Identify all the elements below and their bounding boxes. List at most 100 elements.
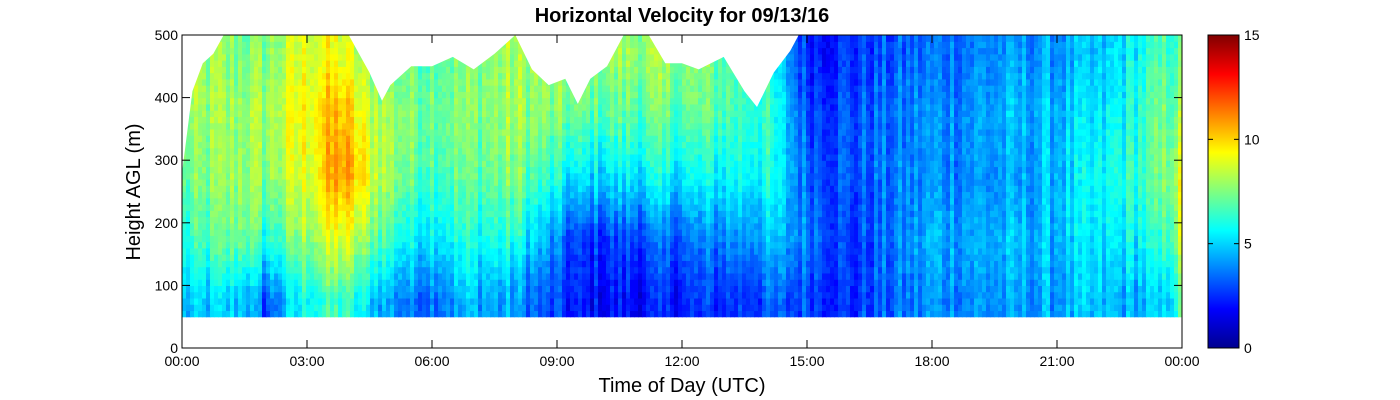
heatmap-cell: [590, 172, 595, 180]
heatmap-cell: [506, 178, 511, 186]
heatmap-cell: [614, 266, 619, 274]
heatmap-cell: [446, 60, 451, 67]
heatmap-cell: [186, 191, 191, 199]
heatmap-cell: [214, 66, 219, 74]
heatmap-cell: [234, 85, 239, 92]
heatmap-cell: [334, 166, 339, 174]
heatmap-cell: [310, 191, 315, 199]
heatmap-cell: [618, 247, 623, 255]
heatmap-cell: [282, 241, 287, 249]
heatmap-cell: [294, 85, 299, 92]
heatmap-cell: [526, 97, 531, 105]
heatmap-cell: [370, 97, 375, 105]
heatmap-cell: [278, 72, 283, 80]
heatmap-cell: [594, 247, 599, 255]
heatmap-cell: [410, 191, 415, 199]
heatmap-cell: [562, 222, 567, 230]
heatmap-cell: [594, 160, 599, 168]
heatmap-cell: [430, 191, 435, 199]
heatmap-cell: [214, 304, 219, 312]
heatmap-cell: [306, 304, 311, 312]
heatmap-cell: [394, 254, 399, 261]
heatmap-cell: [286, 97, 291, 105]
heatmap-cell: [406, 85, 411, 92]
heatmap-cell: [370, 266, 375, 274]
heatmap-cell: [438, 197, 443, 205]
heatmap-cell: [290, 110, 295, 117]
heatmap-cell: [486, 128, 491, 136]
heatmap-cell: [302, 241, 307, 249]
heatmap-cell: [606, 304, 611, 312]
heatmap-cell: [606, 204, 611, 211]
heatmap-cell: [606, 110, 611, 117]
heatmap-cell: [402, 210, 407, 218]
heatmap-cell: [422, 103, 427, 111]
heatmap-cell: [586, 103, 591, 111]
heatmap-cell: [610, 53, 615, 61]
heatmap-cell: [502, 91, 507, 99]
heatmap-cell: [526, 141, 531, 149]
heatmap-cell: [554, 297, 559, 305]
heatmap-cell: [410, 260, 415, 268]
heatmap-cell: [398, 172, 403, 180]
heatmap-cell: [218, 135, 223, 143]
heatmap-cell: [502, 254, 507, 261]
heatmap-cell: [346, 91, 351, 99]
heatmap-cell: [382, 241, 387, 249]
heatmap-cell: [498, 310, 503, 318]
heatmap-cell: [474, 254, 479, 261]
heatmap-cell: [554, 285, 559, 293]
heatmap-cell: [282, 103, 287, 111]
heatmap-cell: [214, 153, 219, 161]
heatmap-cell: [534, 297, 539, 305]
heatmap-cell: [438, 128, 443, 136]
heatmap-cell: [198, 166, 203, 174]
heatmap-cell: [470, 147, 475, 155]
heatmap-cell: [542, 78, 547, 86]
heatmap-cell: [610, 254, 615, 261]
heatmap-cell: [566, 297, 571, 305]
heatmap-cell: [598, 235, 603, 243]
heatmap-cell: [534, 122, 539, 130]
heatmap-cell: [582, 103, 587, 111]
heatmap-cell: [282, 172, 287, 180]
heatmap-cell: [190, 160, 195, 168]
heatmap-cell: [506, 72, 511, 80]
heatmap-cell: [402, 97, 407, 105]
heatmap-cell: [354, 279, 359, 286]
heatmap-cell: [198, 78, 203, 86]
heatmap-cell: [322, 310, 327, 318]
heatmap-cell: [458, 197, 463, 205]
heatmap-cell: [478, 128, 483, 136]
heatmap-cell: [406, 235, 411, 243]
heatmap-cell: [410, 254, 415, 261]
heatmap-cell: [390, 85, 395, 92]
heatmap-cell: [286, 310, 291, 318]
heatmap-cell: [318, 310, 323, 318]
heatmap-cell: [286, 60, 291, 67]
heatmap-cell: [394, 116, 399, 124]
heatmap-cell: [258, 166, 263, 174]
heatmap-cell: [254, 172, 259, 180]
heatmap-cell: [242, 97, 247, 105]
heatmap-cell: [246, 241, 251, 249]
heatmap-cell: [546, 91, 551, 99]
heatmap-cell: [582, 135, 587, 143]
heatmap-cell: [314, 216, 319, 224]
heatmap-cell: [338, 128, 343, 136]
heatmap-cell: [406, 160, 411, 168]
heatmap-cell: [486, 153, 491, 161]
heatmap-cell: [494, 72, 499, 80]
heatmap-cell: [370, 204, 375, 211]
heatmap-cell: [334, 304, 339, 312]
heatmap-cell: [190, 185, 195, 193]
heatmap-cell: [378, 166, 383, 174]
heatmap-cell: [406, 229, 411, 236]
heatmap-cell: [514, 197, 519, 205]
heatmap-cell: [390, 172, 395, 180]
heatmap-cell: [518, 285, 523, 293]
heatmap-cell: [362, 272, 367, 280]
heatmap-cell: [506, 191, 511, 199]
heatmap-cell: [382, 141, 387, 149]
heatmap-cell: [246, 247, 251, 255]
